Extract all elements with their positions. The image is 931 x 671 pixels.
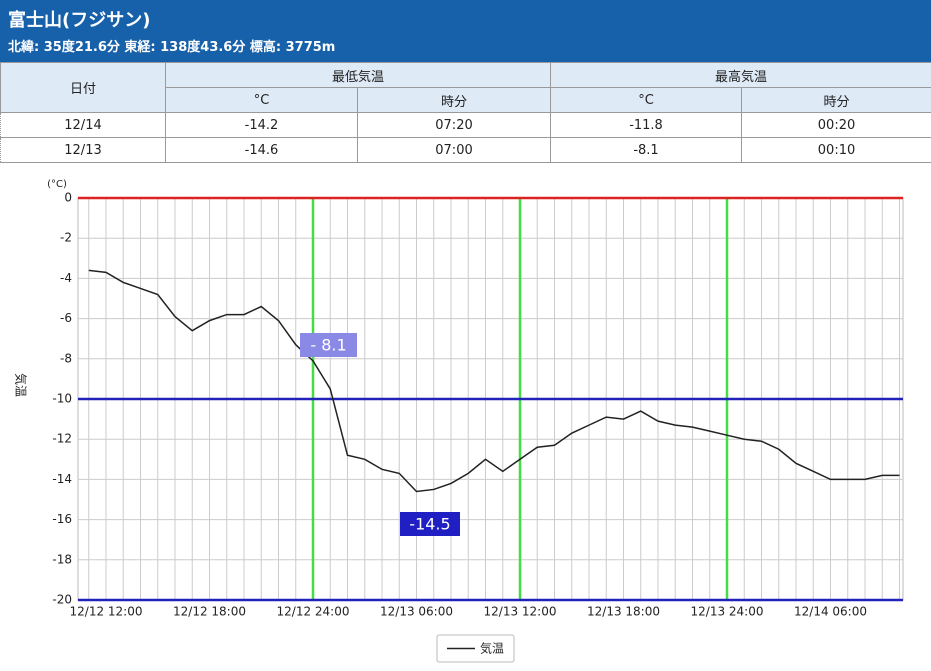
annotation-label: - 8.1 [310, 336, 346, 355]
title: 富士山(フジサン) [8, 10, 151, 31]
subcolumn-header: °C [550, 87, 743, 113]
legend: 気温 [436, 634, 515, 663]
y-tick-label: -2 [60, 231, 72, 245]
column-header: 日付 [0, 62, 166, 113]
table-cell: 12/14 [0, 112, 166, 138]
table-row: 12/13 -14.6 07:00 -8.1 00:10 [0, 137, 931, 163]
x-tick-label: 12/13 06:00 [380, 605, 453, 619]
subcolumn-header: °C [165, 87, 358, 113]
data-line [88, 269, 900, 493]
y-axis-label: 気温 [14, 373, 29, 397]
table-cell: -11.8 [550, 112, 743, 138]
x-tick-label: 12/13 12:00 [484, 605, 557, 619]
x-tick-label: 12/13 18:00 [587, 605, 660, 619]
summary-table: 日付 最低気温 最高気温 °C 時分 °C 時分 12/14 -14.2 07:20… [0, 62, 931, 163]
y-tick-label: -12 [52, 432, 72, 446]
table-cell: 12/13 [0, 137, 166, 163]
x-tick-label: 12/12 12:00 [70, 605, 143, 619]
column-header: 最低気温 [164, 62, 552, 88]
y-tick-label: -4 [60, 271, 72, 285]
subcolumn-header: 時分 [356, 87, 552, 113]
x-tick-label: 12/12 24:00 [277, 605, 350, 619]
table-cell: -8.1 [550, 137, 743, 163]
table-cell: 00:20 [741, 112, 931, 138]
x-tick-label: 12/12 18:00 [173, 605, 246, 619]
annotation-box [300, 333, 357, 357]
chart: (°C) 気温 0-2-4-6-8-10-12-14-16-18-2012/12… [14, 179, 904, 663]
y-tick-label: -10 [52, 392, 72, 406]
table-cell: -14.6 [165, 137, 358, 163]
y-tick-label: -18 [52, 552, 72, 566]
table-cell: 07:00 [356, 137, 552, 163]
y-tick-label: -6 [60, 311, 72, 325]
y-unit: (°C) [47, 179, 67, 190]
y-tick-label: -16 [52, 512, 72, 526]
table-cell: 07:20 [356, 112, 552, 138]
table-cell: -14.2 [165, 112, 358, 138]
table-cell: 00:10 [741, 137, 931, 163]
legend-label: 気温 [480, 641, 504, 656]
header: 富士山(フジサン) 北緯: 35度21.6分 東経: 138度43.6分 標高:… [0, 0, 931, 62]
annotation-box [400, 512, 460, 536]
annotation: - 8.1 [300, 333, 357, 357]
x-tick-label: 12/13 24:00 [691, 605, 764, 619]
y-tick-label: -20 [52, 593, 72, 607]
column-header: 最高気温 [550, 62, 931, 88]
subcolumn-header: 時分 [741, 87, 931, 113]
y-tick-label: -14 [52, 472, 72, 486]
x-tick-label: 12/14 06:00 [794, 605, 867, 619]
legend-box [436, 634, 515, 663]
table-row: 12/14 -14.2 07:20 -11.8 00:20 [0, 112, 931, 138]
y-tick-label: -8 [60, 351, 72, 365]
subtitle: 北緯: 35度21.6分 東経: 138度43.6分 標高: 3775m [8, 40, 336, 55]
annotation: -14.5 [400, 512, 460, 536]
y-tick-label: 0 [64, 191, 72, 205]
annotation-label: -14.5 [409, 515, 450, 534]
